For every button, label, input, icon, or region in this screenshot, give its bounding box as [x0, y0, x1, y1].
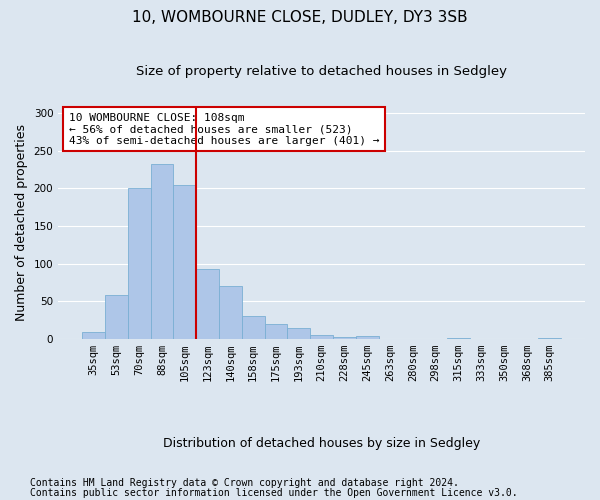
Bar [333, 337, 356, 339]
Title: Size of property relative to detached houses in Sedgley: Size of property relative to detached ho… [136, 65, 507, 78]
Bar [242, 316, 265, 339]
Bar [356, 336, 379, 339]
Bar [219, 286, 242, 339]
Bar [173, 184, 196, 339]
Text: 10, WOMBOURNE CLOSE, DUDLEY, DY3 3SB: 10, WOMBOURNE CLOSE, DUDLEY, DY3 3SB [132, 10, 468, 25]
Bar [82, 332, 105, 339]
X-axis label: Distribution of detached houses by size in Sedgley: Distribution of detached houses by size … [163, 437, 480, 450]
Bar [265, 324, 287, 339]
Text: Contains public sector information licensed under the Open Government Licence v3: Contains public sector information licen… [30, 488, 518, 498]
Bar [105, 296, 128, 339]
Text: Contains HM Land Registry data © Crown copyright and database right 2024.: Contains HM Land Registry data © Crown c… [30, 478, 459, 488]
Text: 10 WOMBOURNE CLOSE: 108sqm
← 56% of detached houses are smaller (523)
43% of sem: 10 WOMBOURNE CLOSE: 108sqm ← 56% of deta… [69, 112, 379, 146]
Bar [538, 338, 561, 339]
Bar [128, 188, 151, 339]
Bar [310, 336, 333, 339]
Bar [151, 164, 173, 339]
Bar [287, 328, 310, 339]
Y-axis label: Number of detached properties: Number of detached properties [15, 124, 28, 321]
Bar [196, 269, 219, 339]
Bar [447, 338, 470, 339]
